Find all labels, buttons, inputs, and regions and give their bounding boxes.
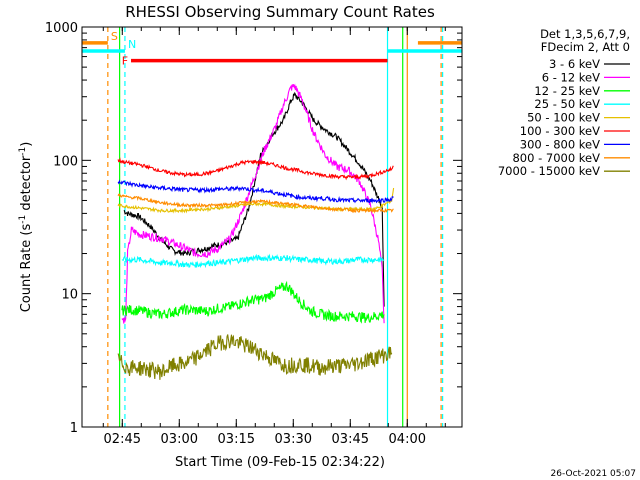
- y-axis-label-sup1: -1: [18, 215, 28, 224]
- series-line-6: [117, 179, 394, 204]
- legend-label-6: 300 - 800 keV: [520, 137, 600, 151]
- series-line-5: [117, 157, 394, 181]
- flag-label-n: N: [128, 38, 136, 51]
- series-line-0: [123, 91, 385, 307]
- vertical-markers: [107, 27, 444, 427]
- series-line-2: [121, 280, 385, 324]
- y-tick-label-1: 10: [61, 288, 78, 303]
- y-axis-label-sup2: -1: [18, 147, 28, 156]
- y-axis-label-main: Count Rate (s: [19, 224, 34, 313]
- series-line-7: [117, 193, 394, 214]
- y-axis-label-end: ): [19, 142, 34, 147]
- x-tick-label-2: 03:15: [218, 432, 255, 447]
- plot-frame: [81, 26, 463, 428]
- series-lines: [117, 83, 395, 380]
- x-tick-label-4: 03:45: [332, 432, 369, 447]
- series-line-1: [121, 83, 385, 324]
- y-axis-label: Count Rate (s-1 detector-1): [18, 142, 34, 313]
- legend-label-1: 6 - 12 keV: [542, 70, 600, 84]
- x-axis-ticks: 02:45 03:00 03:15 03:30 03:45 04:00: [102, 27, 446, 447]
- footer-timestamp: 26-Oct-2021 05:07: [551, 469, 636, 479]
- flag-bars: SNF: [82, 30, 462, 68]
- legend-label-2: 12 - 25 keV: [534, 84, 600, 98]
- legend-label-7: 800 - 7000 keV: [512, 151, 600, 165]
- series-line-8: [117, 334, 393, 380]
- series-line-3: [121, 253, 385, 269]
- legend-header-line-1: Det 1,3,5,6,7,9,: [540, 27, 630, 41]
- y-axis-label-mid: detector: [19, 155, 34, 215]
- flag-label-f: F: [122, 55, 128, 68]
- y-tick-label-2: 100: [53, 154, 78, 169]
- flag-label-s: S: [111, 30, 118, 43]
- x-axis-label: Start Time (09-Feb-15 02:34:22): [175, 455, 385, 470]
- x-tick-label-3: 03:30: [275, 432, 312, 447]
- legend-label-0: 3 - 6 keV: [549, 57, 600, 71]
- chart-title: RHESSI Observing Summary Count Rates: [125, 3, 435, 21]
- x-tick-label-5: 04:00: [389, 432, 426, 447]
- y-tick-label-3: 1000: [45, 21, 78, 36]
- y-axis-ticks: 1 10 100 1000: [45, 21, 462, 436]
- legend-label-8: 7000 - 15000 keV: [498, 164, 600, 178]
- x-tick-label-1: 03:00: [161, 432, 198, 447]
- legend-header-line-2: FDecim 2, Att 0: [541, 40, 630, 54]
- y-tick-label-0: 1: [70, 421, 78, 436]
- legend: Det 1,3,5,6,7,9, FDecim 2, Att 0 3 - 6 k…: [498, 27, 630, 178]
- legend-label-5: 100 - 300 keV: [520, 124, 600, 138]
- legend-label-3: 25 - 50 keV: [534, 97, 600, 111]
- legend-label-4: 50 - 100 keV: [527, 111, 600, 125]
- x-tick-label-0: 02:45: [104, 432, 141, 447]
